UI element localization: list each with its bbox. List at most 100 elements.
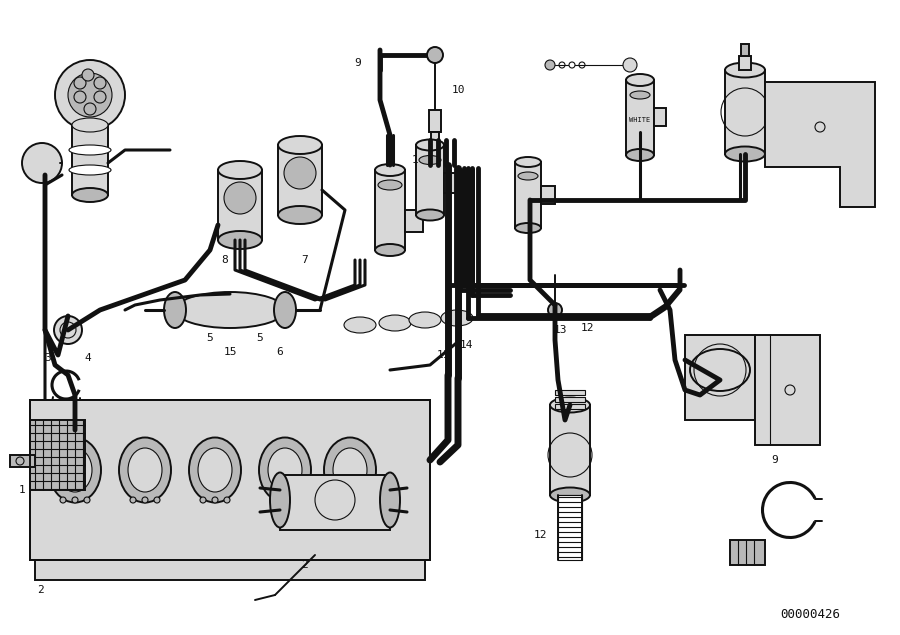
- Bar: [654, 108, 666, 126]
- Ellipse shape: [515, 223, 541, 233]
- Ellipse shape: [378, 180, 402, 190]
- Polygon shape: [755, 335, 820, 445]
- Text: 1: 1: [19, 485, 25, 495]
- Ellipse shape: [324, 438, 376, 502]
- Circle shape: [82, 69, 94, 81]
- Circle shape: [200, 497, 206, 503]
- Ellipse shape: [725, 147, 765, 161]
- Text: 13: 13: [554, 325, 567, 335]
- Circle shape: [74, 77, 86, 89]
- Text: 5: 5: [256, 333, 264, 343]
- Bar: [555, 397, 585, 402]
- Circle shape: [68, 73, 112, 117]
- Ellipse shape: [270, 472, 290, 528]
- Circle shape: [130, 497, 136, 503]
- Ellipse shape: [690, 349, 750, 391]
- Ellipse shape: [626, 149, 654, 161]
- Circle shape: [359, 497, 365, 503]
- Circle shape: [224, 497, 230, 503]
- Polygon shape: [739, 56, 751, 70]
- Text: 00000426: 00000426: [780, 608, 840, 622]
- Circle shape: [284, 157, 316, 189]
- Circle shape: [84, 497, 90, 503]
- Circle shape: [72, 497, 78, 503]
- Circle shape: [569, 62, 575, 68]
- Ellipse shape: [218, 161, 262, 179]
- Text: 15: 15: [223, 347, 237, 357]
- Ellipse shape: [419, 156, 441, 164]
- Ellipse shape: [49, 438, 101, 502]
- Polygon shape: [280, 475, 390, 530]
- Ellipse shape: [58, 448, 92, 492]
- Ellipse shape: [518, 172, 538, 180]
- Ellipse shape: [416, 140, 444, 150]
- Polygon shape: [218, 170, 262, 240]
- Circle shape: [74, 91, 86, 103]
- Polygon shape: [765, 82, 875, 207]
- Ellipse shape: [72, 188, 108, 202]
- Polygon shape: [416, 145, 444, 215]
- Ellipse shape: [274, 292, 296, 328]
- Text: 10: 10: [451, 85, 464, 95]
- Circle shape: [142, 497, 148, 503]
- Text: 9: 9: [355, 58, 362, 68]
- Circle shape: [224, 182, 256, 214]
- Circle shape: [347, 497, 353, 503]
- Ellipse shape: [72, 118, 108, 132]
- Circle shape: [294, 497, 300, 503]
- Text: 9: 9: [771, 455, 778, 465]
- Polygon shape: [626, 80, 654, 155]
- Ellipse shape: [333, 448, 367, 492]
- Ellipse shape: [375, 244, 405, 256]
- Ellipse shape: [630, 91, 650, 99]
- Ellipse shape: [278, 136, 322, 154]
- Circle shape: [54, 316, 82, 344]
- Circle shape: [623, 58, 637, 72]
- Text: 8: 8: [221, 255, 229, 265]
- Bar: [429, 110, 441, 132]
- Text: 11: 11: [436, 350, 450, 360]
- Ellipse shape: [164, 292, 186, 328]
- Text: 14: 14: [460, 340, 473, 350]
- Polygon shape: [725, 70, 765, 154]
- Circle shape: [335, 497, 341, 503]
- Polygon shape: [72, 125, 108, 195]
- Bar: [555, 404, 585, 409]
- Ellipse shape: [69, 165, 111, 175]
- Bar: [555, 390, 585, 395]
- Circle shape: [154, 497, 160, 503]
- Text: 3: 3: [45, 353, 51, 363]
- Text: WHITE: WHITE: [629, 117, 651, 123]
- Polygon shape: [30, 420, 85, 490]
- Text: 2: 2: [37, 585, 43, 595]
- Ellipse shape: [344, 317, 376, 333]
- Polygon shape: [558, 495, 582, 560]
- Ellipse shape: [119, 438, 171, 502]
- Text: 7: 7: [302, 255, 309, 265]
- Polygon shape: [30, 400, 430, 560]
- Circle shape: [282, 497, 288, 503]
- Text: 5: 5: [207, 333, 213, 343]
- Polygon shape: [515, 162, 541, 228]
- Ellipse shape: [409, 312, 441, 328]
- Ellipse shape: [69, 145, 111, 155]
- Ellipse shape: [198, 448, 232, 492]
- Ellipse shape: [550, 488, 590, 502]
- Circle shape: [212, 497, 218, 503]
- Text: 6: 6: [276, 347, 284, 357]
- Polygon shape: [35, 560, 425, 580]
- Ellipse shape: [128, 448, 162, 492]
- Text: 12: 12: [580, 323, 594, 333]
- Circle shape: [94, 91, 106, 103]
- Ellipse shape: [515, 157, 541, 167]
- Ellipse shape: [441, 310, 473, 326]
- Ellipse shape: [380, 472, 400, 528]
- Ellipse shape: [626, 74, 654, 86]
- Ellipse shape: [175, 292, 285, 328]
- Text: 2: 2: [302, 560, 309, 570]
- Polygon shape: [685, 335, 755, 420]
- Bar: [730, 540, 765, 565]
- Text: 12: 12: [533, 530, 547, 540]
- Circle shape: [22, 143, 62, 183]
- Ellipse shape: [725, 62, 765, 77]
